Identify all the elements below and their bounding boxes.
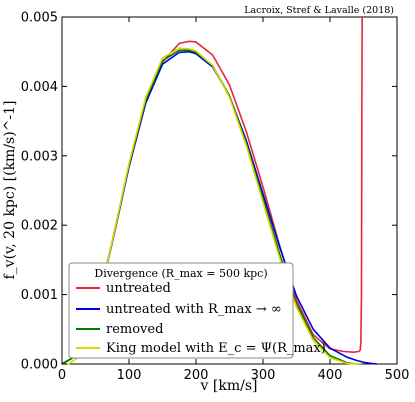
x-tick-label: 500 [385,368,410,383]
x-tick-label: 100 [117,368,142,383]
y-tick-labels: 0.000 0.001 0.002 0.003 0.004 0.005 [21,11,58,373]
x-tick-label: 0 [58,368,66,383]
y-axis-label: f_v(v, 20 kpc) [(km/s)^-1] [2,100,18,279]
y-tick-label: 0.000 [21,358,58,373]
legend-label-2: removed [106,322,163,337]
y-tick-label: 0.002 [21,219,58,234]
legend-title: Divergence (R_max = 500 kpc) [94,267,267,280]
y-tick-label: 0.004 [21,80,58,95]
y-tick-label: 0.005 [21,11,58,26]
y-tick-label: 0.003 [21,149,58,164]
x-axis-label: v [km/s] [200,378,258,394]
legend-label-3: King model with E_c = Ψ(R_max) [106,341,326,356]
tick-marks [61,16,398,365]
legend: Divergence (R_max = 500 kpc) untreatedun… [68,262,326,359]
legend-label-0: untreated [106,281,171,296]
x-tick-label: 400 [318,368,343,383]
legend-label-1: untreated with R_max → ∞ [106,302,282,317]
series-layer [61,16,377,365]
x-tick-labels: 0 100 200 300 400 500 [58,368,410,383]
x-tick-label: 200 [184,368,209,383]
legend-box [68,262,294,359]
x-tick-label: 300 [251,368,276,383]
y-tick-label: 0.001 [21,288,58,303]
citation-annotation: Lacroix, Stref & Lavalle (2018) [244,5,394,16]
legend-entries: untreated untreated with R_max → ∞ removed… [76,281,326,356]
